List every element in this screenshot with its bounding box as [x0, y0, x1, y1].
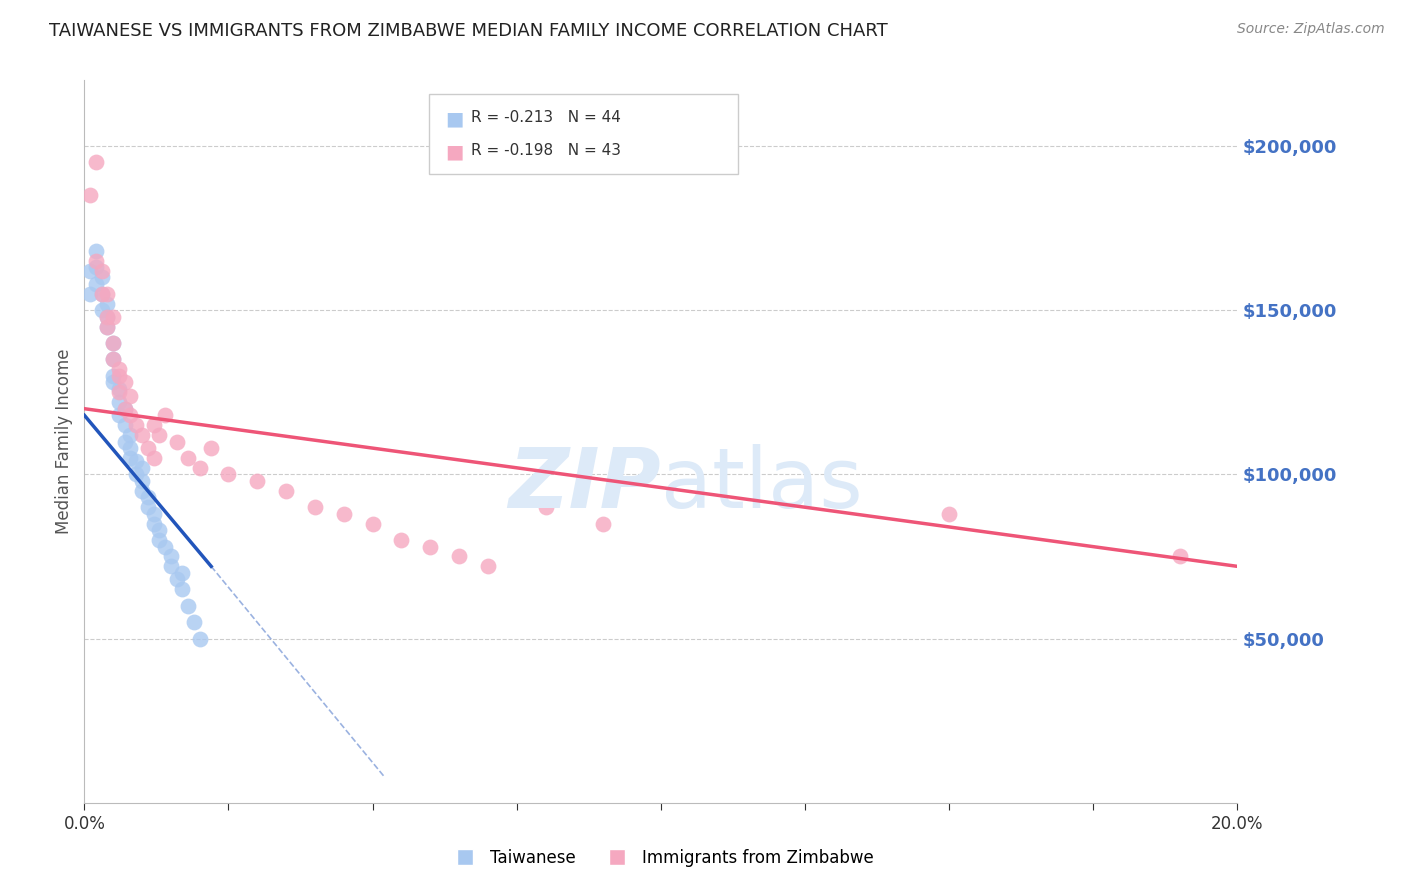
Point — [938, 507, 960, 521]
Point — [120, 450, 142, 465]
Point — [96, 319, 118, 334]
Text: R = -0.213   N = 44: R = -0.213 N = 44 — [471, 110, 621, 125]
Point — [592, 516, 614, 531]
Point — [136, 500, 159, 515]
Point — [166, 573, 188, 587]
Point — [125, 467, 148, 482]
Point — [120, 428, 142, 442]
Text: ZIP: ZIP — [508, 444, 661, 525]
Point — [120, 388, 142, 402]
Point — [200, 441, 222, 455]
Text: ■: ■ — [446, 143, 464, 161]
Point — [477, 559, 499, 574]
Point — [391, 533, 413, 547]
Point — [188, 632, 211, 646]
Point — [108, 395, 131, 409]
Point — [108, 382, 131, 396]
Point — [103, 352, 124, 367]
Legend: Taiwanese, Immigrants from Zimbabwe: Taiwanese, Immigrants from Zimbabwe — [441, 843, 880, 874]
Point — [96, 310, 118, 324]
Point — [449, 549, 471, 564]
Point — [79, 188, 101, 202]
Point — [114, 376, 136, 390]
Point — [90, 264, 112, 278]
Point — [142, 450, 165, 465]
Point — [120, 409, 142, 423]
Point — [153, 540, 176, 554]
Point — [148, 533, 170, 547]
Point — [136, 441, 159, 455]
Point — [103, 336, 124, 351]
Point — [114, 401, 136, 416]
Point — [84, 155, 107, 169]
Point — [160, 559, 183, 574]
Point — [84, 277, 107, 291]
Text: Source: ZipAtlas.com: Source: ZipAtlas.com — [1237, 22, 1385, 37]
Point — [246, 474, 269, 488]
Point — [177, 450, 200, 465]
Point — [103, 310, 124, 324]
Point — [90, 286, 112, 301]
Text: atlas: atlas — [661, 444, 862, 525]
Point — [108, 409, 131, 423]
Point — [172, 566, 194, 580]
Point — [131, 474, 153, 488]
Point — [136, 491, 159, 505]
Point — [177, 599, 200, 613]
Point — [172, 582, 194, 597]
Point — [1168, 549, 1191, 564]
Point — [188, 460, 211, 475]
Point — [96, 319, 118, 334]
Point — [218, 467, 240, 482]
Point — [108, 385, 131, 400]
Y-axis label: Median Family Income: Median Family Income — [55, 349, 73, 534]
Text: ■: ■ — [446, 110, 464, 128]
Point — [103, 376, 124, 390]
Point — [79, 264, 101, 278]
Point — [96, 310, 118, 324]
Point — [108, 362, 131, 376]
Point — [120, 441, 142, 455]
Point — [96, 296, 118, 310]
Point — [96, 286, 118, 301]
Point — [114, 418, 136, 433]
Point — [534, 500, 557, 515]
Point — [84, 244, 107, 258]
Point — [361, 516, 384, 531]
Point — [183, 615, 205, 630]
Point — [419, 540, 441, 554]
Point — [276, 483, 298, 498]
Point — [131, 428, 153, 442]
Point — [125, 454, 148, 468]
Point — [103, 336, 124, 351]
Point — [142, 418, 165, 433]
Point — [142, 516, 165, 531]
Point — [90, 270, 112, 285]
Point — [79, 286, 101, 301]
Text: R = -0.198   N = 43: R = -0.198 N = 43 — [471, 143, 621, 158]
Point — [103, 368, 124, 383]
Point — [166, 434, 188, 449]
Point — [131, 460, 153, 475]
Point — [114, 434, 136, 449]
Point — [131, 483, 153, 498]
Point — [304, 500, 326, 515]
Point — [153, 409, 176, 423]
Point — [84, 260, 107, 275]
Point — [108, 368, 131, 383]
Point — [103, 352, 124, 367]
Point — [90, 303, 112, 318]
Point — [160, 549, 183, 564]
Point — [84, 253, 107, 268]
Point — [148, 523, 170, 537]
Point — [142, 507, 165, 521]
Text: TAIWANESE VS IMMIGRANTS FROM ZIMBABWE MEDIAN FAMILY INCOME CORRELATION CHART: TAIWANESE VS IMMIGRANTS FROM ZIMBABWE ME… — [49, 22, 889, 40]
Point — [148, 428, 170, 442]
Point — [114, 401, 136, 416]
Point — [90, 286, 112, 301]
Point — [333, 507, 356, 521]
Point — [125, 418, 148, 433]
